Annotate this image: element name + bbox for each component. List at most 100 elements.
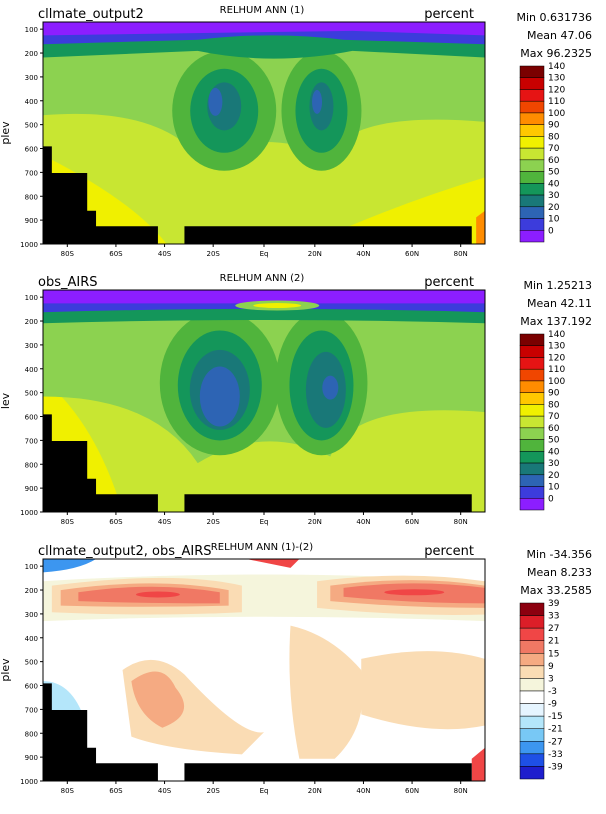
colorbar-swatch bbox=[519, 690, 545, 704]
y-tick-label: 700 bbox=[25, 169, 38, 177]
contour-band bbox=[361, 651, 485, 730]
colorbar-label: 39 bbox=[548, 599, 560, 609]
x-tick-label: 60S bbox=[109, 787, 123, 795]
y-tick-label: 100 bbox=[25, 563, 38, 571]
x-tick-label: Eq bbox=[260, 787, 269, 795]
colorbar-label: 100 bbox=[548, 377, 565, 387]
topography-mask bbox=[43, 683, 158, 781]
stat-mean: Mean 47.06 bbox=[527, 29, 592, 42]
colorbar-label: 60 bbox=[548, 424, 560, 434]
y-axis-label: lev bbox=[0, 392, 12, 409]
stat-mean: Mean 8.233 bbox=[527, 566, 592, 579]
colorbar-swatch bbox=[519, 230, 545, 243]
colorbar-label: 33 bbox=[548, 612, 559, 622]
colorbar-swatch bbox=[519, 678, 545, 692]
colorbar-swatch bbox=[519, 194, 545, 208]
colorbar-swatch bbox=[519, 147, 545, 161]
colorbar-label: 3 bbox=[548, 674, 554, 684]
x-tick-label: 40S bbox=[158, 250, 172, 258]
contour-band bbox=[253, 303, 302, 309]
colorbar-swatch bbox=[519, 653, 545, 667]
y-tick-label: 200 bbox=[25, 318, 38, 326]
x-tick-label: 80S bbox=[61, 787, 75, 795]
contour-band bbox=[43, 559, 97, 573]
colorbar-label: -39 bbox=[548, 762, 563, 772]
y-tick-label: 900 bbox=[25, 217, 38, 225]
colorbar-swatch bbox=[519, 602, 545, 616]
colorbar-label: 70 bbox=[548, 412, 560, 422]
colorbar-label: 110 bbox=[548, 97, 565, 107]
colorbar-label: 90 bbox=[548, 121, 560, 131]
x-tick-label: 60N bbox=[405, 250, 419, 258]
colorbar-label: 20 bbox=[548, 471, 560, 481]
colorbar-swatch bbox=[519, 183, 545, 196]
y-tick-label: 300 bbox=[25, 342, 38, 350]
y-tick-label: 600 bbox=[25, 146, 38, 154]
y-tick-label: 600 bbox=[25, 683, 38, 691]
panel-units: percent bbox=[424, 275, 474, 290]
contour-band bbox=[471, 747, 485, 781]
topography-mask bbox=[184, 763, 472, 781]
colorbar-label: 120 bbox=[548, 353, 565, 363]
stat-min: Min 1.25213 bbox=[523, 279, 592, 292]
x-tick-label: Eq bbox=[260, 250, 269, 258]
y-tick-label: 700 bbox=[25, 437, 38, 445]
colorbar-swatch bbox=[519, 627, 545, 641]
colorbar-swatch bbox=[519, 427, 545, 440]
colorbar-swatch bbox=[519, 100, 545, 114]
y-tick-label: 900 bbox=[25, 485, 38, 493]
colorbar-label: -15 bbox=[548, 712, 563, 722]
colorbar-label: 20 bbox=[548, 203, 560, 213]
colorbar-label: -21 bbox=[548, 725, 563, 735]
colorbar-swatch bbox=[519, 474, 545, 487]
x-tick-label: 60S bbox=[109, 250, 123, 258]
x-tick-label: 60N bbox=[405, 518, 419, 526]
topography-mask bbox=[43, 146, 158, 244]
colorbar-swatch bbox=[519, 404, 545, 417]
y-tick-label: 400 bbox=[25, 98, 38, 106]
colorbar-swatch bbox=[519, 345, 545, 358]
colorbar-label: -9 bbox=[548, 700, 557, 710]
colorbar-label: 30 bbox=[548, 191, 560, 201]
colorbar-swatch bbox=[519, 715, 545, 729]
colorbar-swatch bbox=[519, 640, 545, 654]
colorbar-swatch bbox=[519, 439, 545, 452]
x-tick-label: 20N bbox=[308, 250, 322, 258]
y-tick-label: 500 bbox=[25, 659, 38, 667]
colorbar-label: 50 bbox=[548, 168, 560, 178]
colorbar-swatch bbox=[519, 368, 545, 382]
colorbar-swatch bbox=[519, 766, 545, 780]
y-axis-label: plev bbox=[0, 121, 12, 145]
x-tick-label: 80S bbox=[61, 518, 75, 526]
stat-min: Min -34.356 bbox=[527, 548, 592, 561]
colorbar-label: 27 bbox=[548, 624, 559, 634]
x-tick-label: Eq bbox=[260, 518, 269, 526]
colorbar-swatch bbox=[519, 753, 545, 767]
contour-band bbox=[289, 625, 364, 759]
colorbar-label: 0 bbox=[548, 494, 554, 504]
colorbar-label: 60 bbox=[548, 156, 560, 166]
x-tick-label: 40N bbox=[356, 787, 370, 795]
y-tick-label: 800 bbox=[25, 730, 38, 738]
colorbar-label: 110 bbox=[548, 365, 565, 375]
y-tick-label: 400 bbox=[25, 635, 38, 643]
y-tick-label: 100 bbox=[25, 26, 38, 34]
y-tick-label: 1000 bbox=[20, 241, 38, 249]
y-tick-label: 900 bbox=[25, 754, 38, 762]
topography-mask bbox=[184, 226, 472, 244]
y-tick-label: 200 bbox=[25, 587, 38, 595]
stat-mean: Mean 42.11 bbox=[527, 297, 592, 310]
colorbar-label: 100 bbox=[548, 109, 565, 119]
contour-band bbox=[312, 89, 323, 114]
panel-left-title: obs_AIRS bbox=[38, 275, 98, 290]
colorbar-swatch bbox=[519, 206, 545, 219]
colorbar-swatch bbox=[519, 451, 545, 464]
plot-area bbox=[43, 290, 485, 512]
colorbar-swatch bbox=[519, 89, 545, 102]
y-tick-label: 800 bbox=[25, 193, 38, 201]
colorbar-swatch bbox=[519, 615, 545, 629]
x-tick-label: 20S bbox=[206, 250, 220, 258]
y-tick-label: 700 bbox=[25, 706, 38, 714]
colorbar-swatch bbox=[519, 357, 545, 370]
